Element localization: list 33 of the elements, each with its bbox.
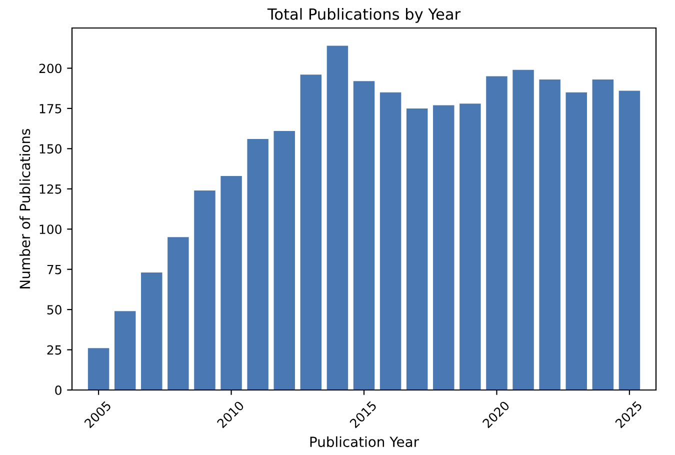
y-tick-label: 125	[40, 184, 62, 194]
y-tick-label: 0	[55, 385, 62, 395]
bar	[592, 79, 614, 390]
y-tick-label: 200	[39, 64, 62, 74]
bar	[433, 105, 454, 390]
bar	[460, 104, 481, 390]
bar	[220, 176, 242, 390]
bar	[274, 130, 295, 390]
y-tick-label: 25	[47, 345, 62, 355]
y-tick-label: 175	[40, 104, 62, 114]
y-axis-title: Number of Publications	[19, 128, 30, 288]
bar	[512, 70, 534, 390]
bar	[618, 90, 640, 390]
bar	[406, 108, 428, 390]
bar	[168, 237, 189, 390]
bar	[141, 272, 162, 390]
y-tick-label: 50	[47, 305, 62, 314]
bar	[353, 81, 375, 390]
bar	[247, 139, 268, 390]
bar	[566, 92, 587, 390]
x-axis-title: Publication Year	[310, 436, 420, 448]
bar	[114, 311, 136, 390]
bar	[539, 79, 560, 390]
bar	[486, 76, 508, 390]
y-tick-label: 75	[47, 264, 62, 274]
bar	[300, 74, 322, 390]
chart-title: Total Publications by Year	[267, 8, 461, 23]
bar	[380, 92, 402, 390]
y-tick-label: 150	[40, 144, 62, 154]
bar	[88, 348, 110, 390]
y-tick-label: 100	[40, 224, 62, 234]
bar	[326, 46, 348, 390]
bar	[194, 190, 216, 390]
